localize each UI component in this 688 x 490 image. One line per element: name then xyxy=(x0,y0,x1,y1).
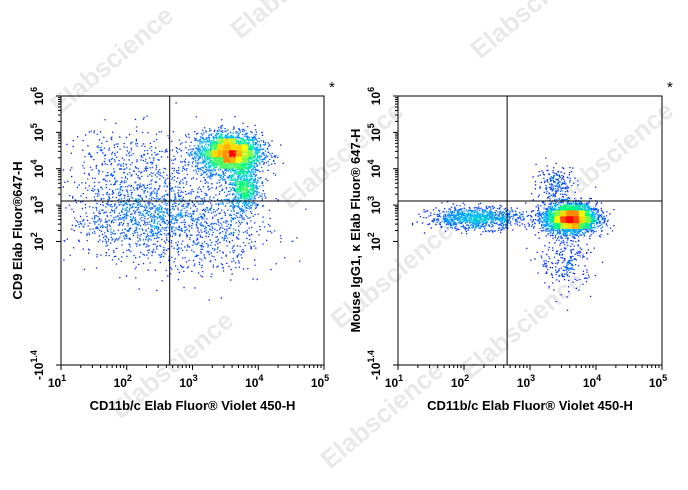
event-dot-group xyxy=(572,222,580,230)
event-dot-group xyxy=(548,204,592,230)
plot-left: 101 102 103 104 105 -101.4 102 103 104 105 106 CD11… xyxy=(10,79,335,413)
y-tick-label: 103 xyxy=(366,196,383,214)
x-tick-label: 103 xyxy=(179,373,197,390)
x-tick-label: 101 xyxy=(385,373,403,390)
event-dot-group xyxy=(211,138,255,194)
x-axis-label: CD11b/c Elab Fluor® Violet 450-H xyxy=(90,398,296,413)
x-tick-label: 103 xyxy=(517,373,535,390)
y-tick-label: -101.4 xyxy=(366,350,383,380)
x-tick-label: 101 xyxy=(48,373,66,390)
y-tick-label: 102 xyxy=(29,232,46,250)
event-dot-group xyxy=(560,222,568,230)
event-dot-group xyxy=(75,126,277,269)
y-tick-label: 103 xyxy=(29,196,46,214)
y-tick-label: 105 xyxy=(29,123,46,141)
x-tick-label: 105 xyxy=(311,373,329,390)
event-dots xyxy=(411,157,615,311)
watermark-text: Elabscience xyxy=(325,215,459,335)
x-tick-label: 104 xyxy=(245,373,263,390)
y-tick-label: 106 xyxy=(366,87,383,105)
event-dot-group xyxy=(423,169,608,289)
event-dot-group xyxy=(199,132,261,200)
event-dot-group xyxy=(223,150,231,164)
y-axis-label: Mouse IgG1, κ Elab Fluor® 647-H xyxy=(348,129,363,333)
event-dot-group xyxy=(554,210,592,224)
event-dot-group xyxy=(560,216,580,224)
x-tick-label: 102 xyxy=(114,373,132,390)
event-dot-group xyxy=(229,150,237,158)
event-dot-group xyxy=(578,204,598,224)
event-dot-group xyxy=(235,144,249,164)
x-tick-label: 104 xyxy=(583,373,601,390)
y-tick-label: 104 xyxy=(29,160,46,178)
y-tick-label: 102 xyxy=(366,232,383,250)
event-dot-group xyxy=(211,138,243,158)
x-tick-label: 102 xyxy=(451,373,469,390)
event-dots xyxy=(62,102,307,301)
plot-right: 101 102 103 104 105 -101.4 102 103 104 105 106 CD11… xyxy=(348,79,673,413)
watermark-text: Elabscience xyxy=(45,0,179,120)
event-dot-group xyxy=(566,216,574,224)
watermark-text: Elabscience xyxy=(465,0,599,65)
event-dot-group xyxy=(431,174,609,278)
x-tick-label: 105 xyxy=(649,373,667,390)
x-axis-label: CD11b/c Elab Fluor® Violet 450-H xyxy=(427,398,633,413)
plot-marker: * xyxy=(667,79,673,96)
event-dot-group xyxy=(115,132,267,236)
y-axis-label: CD9 Elab Fluor®647-H xyxy=(10,161,25,299)
watermark-text: Elabscience xyxy=(455,265,589,385)
event-dot-group xyxy=(470,204,562,230)
event-dot-group xyxy=(578,222,586,229)
event-dot-group xyxy=(217,144,243,164)
plot-marker: * xyxy=(329,79,335,96)
event-dot-group xyxy=(446,204,597,236)
watermark-text: Elabscience xyxy=(275,95,409,215)
y-tick-label: 106 xyxy=(29,87,46,105)
y-tick-label: 104 xyxy=(366,160,383,178)
watermark-text: Elabscience xyxy=(225,0,359,45)
event-dot-group xyxy=(566,210,580,218)
y-tick-label: -101.4 xyxy=(29,350,46,380)
y-tick-label: 105 xyxy=(366,123,383,141)
event-dot-group xyxy=(229,138,249,158)
watermark-text: Elabscience xyxy=(545,95,679,215)
event-dot-group xyxy=(554,204,592,230)
event-dot-group xyxy=(235,162,249,200)
